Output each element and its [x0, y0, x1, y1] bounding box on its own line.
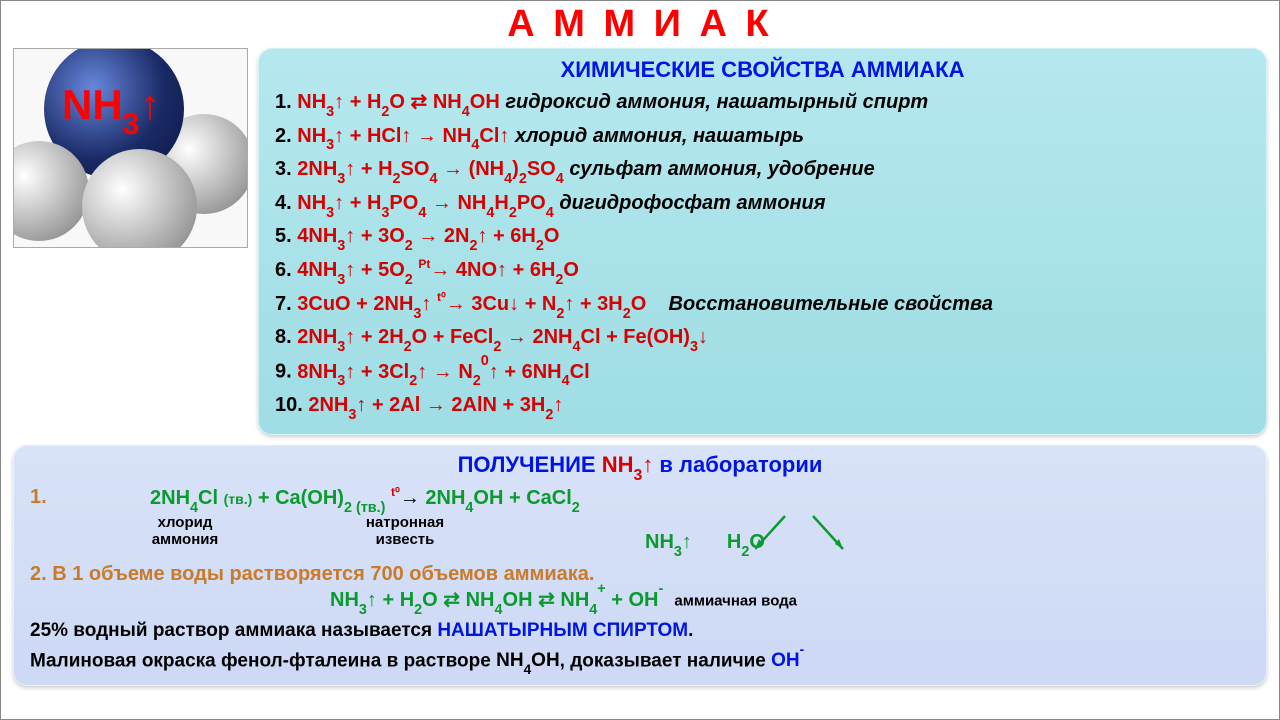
lab-line-2: 2. В 1 объеме воды растворяется 700 объе… — [30, 563, 1250, 586]
reaction-line: 3. 2NH3↑ + H2SO4 → (NH4)2SO4 сульфат амм… — [275, 154, 1250, 188]
lab-labels-row: хлорид натронная аммония известь NH3↑ H2… — [75, 514, 1250, 557]
split-arrow-icon — [755, 514, 895, 554]
lab-description-1: 25% водный раствор аммиака называется НА… — [30, 618, 1250, 644]
reaction-line: 7. 3CuO + 2NH3↑ t⁰→ 3Cu↓ + N2↑ + 3H2O Во… — [275, 289, 1250, 323]
reaction-line: 5. 4NH3↑ + 3O2 → 2N2↑ + 6H2O — [275, 221, 1250, 255]
lab-equation-2: NH3↑ + H2O ⇄ NH4OH ⇄ NH4+ + OH- аммиачна… — [30, 586, 1250, 616]
panel-bottom-heading: ПОЛУЧЕНИЕ NH3↑ в лаборатории — [30, 452, 1250, 482]
reaction-line: 4. NH3↑ + H3PO4 → NH4H2PO4 дигидрофосфат… — [275, 188, 1250, 222]
reaction-line: 2. NH3↑ + HCl↑ → NH4Cl↑ хлорид аммония, … — [275, 121, 1250, 155]
label-chloride-2: аммония — [75, 531, 295, 557]
lab-description-2: Малиновая окраска фенол-фталеина в раств… — [30, 646, 1250, 677]
reactions-list: 1. NH3↑ + H2O ⇄ NH4OH гидроксид аммония,… — [275, 87, 1250, 424]
laboratory-panel: ПОЛУЧЕНИЕ NH3↑ в лаборатории 1. 2NH4Cl (… — [13, 445, 1267, 686]
chemical-properties-panel: ХИМИЧЕСКИЕ СВОЙСТВА АММИАКА 1. NH3↑ + H2… — [258, 48, 1267, 435]
lab-equation-1: 2NH4Cl (тв.) + Ca(OH)2 (тв.) t⁰→ 2NH4OH … — [30, 486, 1250, 514]
label-chloride-1: хлорид — [75, 514, 295, 531]
reaction-line: 8. 2NH3↑ + 2H2O + FeCl2 → 2NH4Cl + Fe(OH… — [275, 322, 1250, 356]
panel-top-heading: ХИМИЧЕСКИЕ СВОЙСТВА АММИАКА — [275, 57, 1250, 83]
reaction-line: 6. 4NH3↑ + 5O2 Pt→ 4NO↑ + 6H2O — [275, 255, 1250, 289]
reaction-line: 10. 2NH3↑ + 2Al → 2AlN + 3H2↑ — [275, 390, 1250, 424]
molecule-formula: NH3↑ — [62, 81, 161, 136]
lab-product-nh3: NH3↑ — [645, 531, 692, 557]
label-lime-1: натронная — [295, 514, 515, 531]
reaction-line: 1. NH3↑ + H2O ⇄ NH4OH гидроксид аммония,… — [275, 87, 1250, 121]
top-row: NH3↑ ХИМИЧЕСКИЕ СВОЙСТВА АММИАКА 1. NH3↑… — [13, 48, 1267, 435]
label-lime-2: известь — [295, 531, 515, 557]
page-title: А М М И А К — [13, 3, 1267, 46]
reaction-line: 9. 8NH3↑ + 3Cl2↑ → N20↑ + 6NH4Cl — [275, 356, 1250, 390]
lab-number-1: 1. — [30, 486, 47, 509]
molecule-diagram: NH3↑ — [13, 48, 248, 248]
